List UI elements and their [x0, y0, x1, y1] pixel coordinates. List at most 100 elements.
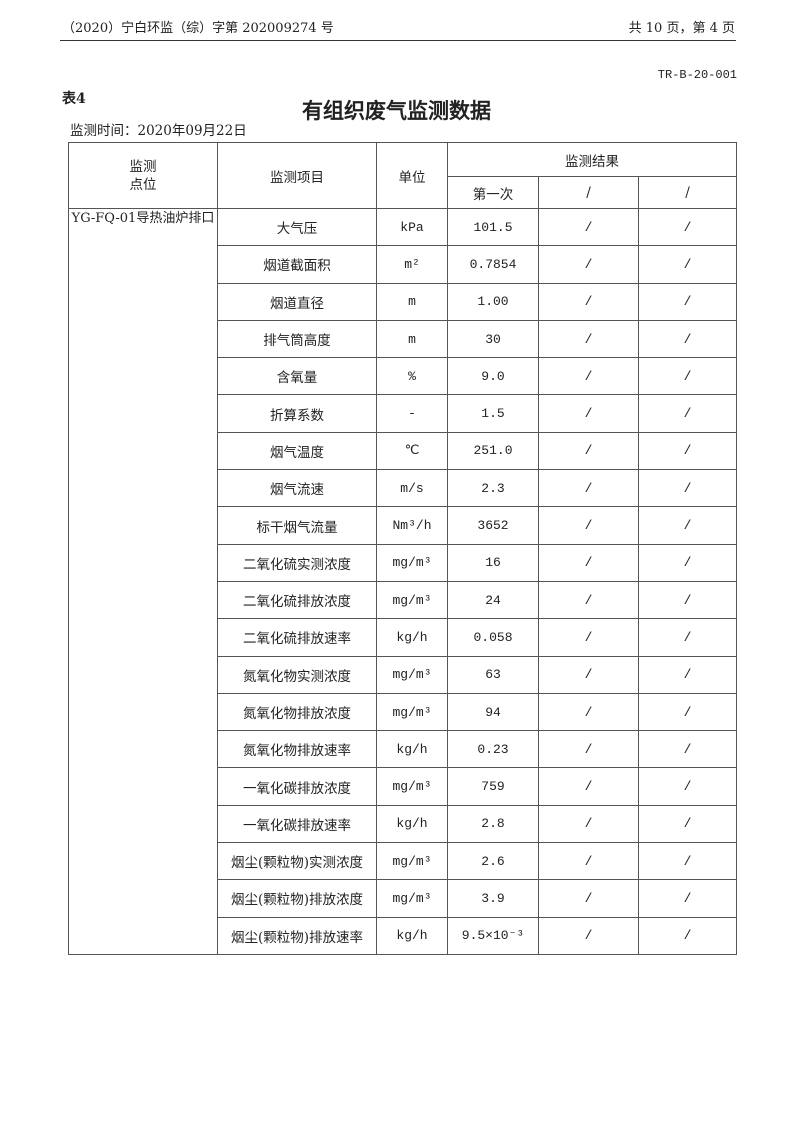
value-cell: 94: [447, 692, 539, 732]
value-cell: /: [538, 319, 639, 359]
value-cell: /: [538, 282, 639, 321]
unit-cell: m²: [376, 245, 448, 284]
value-cell: 1.5: [447, 394, 539, 433]
item-cell: 二氧化硫实测浓度: [217, 543, 377, 582]
value-cell: /: [538, 692, 639, 732]
value-cell: 3.9: [447, 879, 539, 918]
value-cell: /: [538, 767, 639, 806]
unit-cell: mg/m³: [376, 879, 448, 918]
value-cell: /: [638, 431, 737, 471]
table-row: 含氧量% 9.0//: [69, 357, 737, 396]
value-cell: /: [638, 319, 737, 359]
value-cell: /: [638, 767, 737, 806]
unit-cell: mg/m³: [376, 692, 448, 732]
item-cell: 折算系数: [217, 394, 377, 433]
item-cell: 烟尘(颗粒物)实测浓度: [217, 842, 377, 881]
unit-cell: mg/m³: [376, 655, 448, 694]
header-subrow: 第一次 / /: [69, 176, 737, 209]
unit-cell: kg/h: [376, 618, 448, 657]
item-cell: 标干烟气流量: [217, 506, 377, 545]
item-cell: 烟尘(颗粒物)排放浓度: [217, 879, 377, 918]
value-cell: /: [638, 655, 737, 694]
value-cell: /: [538, 916, 639, 955]
table-row: YG-FQ-01导热油炉排口 大气压 kPa 101.5//: [68, 207, 737, 955]
table-row: 二氧化硫排放浓度 mg/m³ 24//: [69, 580, 737, 620]
monitoring-data-table: 监测 点位 监测项目 单位 监测结果 第一次 / / YG-FQ-01导热油炉排…: [68, 142, 737, 955]
unit-cell: Nm³/h: [376, 506, 448, 545]
table-row: 氮氧化物排放速率 kg/h 0.23//: [69, 730, 737, 769]
value-cell: 24: [447, 580, 539, 620]
value-cell: /: [538, 394, 639, 433]
value-cell: 1.00: [447, 282, 539, 321]
item-cell: 烟尘(颗粒物)排放速率: [217, 916, 377, 955]
item-cell: 排气筒高度: [217, 319, 377, 359]
item-cell: 含氧量: [217, 357, 377, 396]
value-cell: /: [538, 730, 639, 769]
value-cell: /: [638, 692, 737, 732]
value-cell: /: [638, 916, 737, 955]
table-row: 烟尘(颗粒物)实测浓度 mg/m³ 2.6//: [69, 842, 737, 881]
header-row: 监测 点位 监测项目 单位 监测结果: [68, 142, 737, 209]
value-cell: 0.23: [447, 730, 539, 769]
value-cell: /: [538, 431, 639, 471]
value-cell: 759: [447, 767, 539, 806]
unit-cell: mg/m³: [376, 767, 448, 806]
unit-cell: kg/h: [376, 804, 448, 844]
value-cell: /: [638, 842, 737, 881]
value-cell: /: [638, 730, 737, 769]
table-row: 一氧化碳排放浓度 mg/m³ 759//: [69, 767, 737, 806]
value-cell: 63: [447, 655, 539, 694]
value-cell: /: [638, 804, 737, 844]
unit-cell: mg/m³: [376, 842, 448, 881]
value-cell: 251.0: [447, 431, 539, 471]
item-cell: 烟道截面积: [217, 245, 377, 284]
value-cell: /: [638, 207, 737, 247]
unit-cell: -: [376, 394, 448, 433]
unit-cell: m: [376, 319, 448, 359]
value-cell: /: [538, 804, 639, 844]
table-row: 烟尘(颗粒物)排放浓度 mg/m³ 3.9//: [69, 879, 737, 918]
item-cell: 氮氧化物排放浓度: [217, 692, 377, 732]
header-result-2: /: [538, 176, 639, 209]
form-code: TR-B-20-001: [657, 68, 737, 82]
document-number: （2020）宁白环监（综）字第 202009274 号: [62, 21, 334, 36]
value-cell: /: [538, 618, 639, 657]
value-cell: /: [538, 543, 639, 582]
value-cell: /: [638, 580, 737, 620]
value-cell: 2.8: [447, 804, 539, 844]
value-cell: /: [538, 842, 639, 881]
header-unit: 单位: [376, 142, 448, 209]
unit-cell: mg/m³: [376, 580, 448, 620]
value-cell: 0.7854: [447, 245, 539, 284]
item-cell: 烟道直径: [217, 282, 377, 321]
value-cell: /: [638, 245, 737, 284]
value-cell: /: [638, 394, 737, 433]
value-cell: /: [638, 618, 737, 657]
header-result-3: /: [638, 176, 737, 209]
value-cell: /: [538, 469, 639, 508]
value-cell: /: [538, 245, 639, 284]
value-cell: 2.3: [447, 469, 539, 508]
table-row: 二氧化硫排放速率 kg/h 0.058//: [69, 618, 737, 657]
table-row: 排气筒高度 m 30//: [69, 319, 737, 359]
table-row: 一氧化碳排放速率 kg/h 2.8//: [69, 804, 737, 844]
unit-cell: kg/h: [376, 730, 448, 769]
value-cell: /: [538, 207, 639, 247]
item-cell: 氮氧化物实测浓度: [217, 655, 377, 694]
value-cell: /: [638, 282, 737, 321]
item-cell: 二氧化硫排放速率: [217, 618, 377, 657]
item-cell: 烟气温度: [217, 431, 377, 471]
table-row: 烟尘(颗粒物)排放速率 kg/h 9.5×10⁻³ / /: [69, 916, 737, 955]
value-cell: /: [638, 469, 737, 508]
value-cell: /: [538, 580, 639, 620]
item-cell: 一氧化碳排放浓度: [217, 767, 377, 806]
table-label: 表4: [62, 91, 86, 107]
value-cell: 101.5: [447, 207, 539, 247]
table-row: 烟道直径 m 1.00//: [69, 282, 737, 321]
value-cell: 30: [447, 319, 539, 359]
value-cell: 2.6: [447, 842, 539, 881]
value-cell: /: [638, 357, 737, 396]
unit-cell: m: [376, 282, 448, 321]
unit-cell: %: [376, 357, 448, 396]
value-cell: 16: [447, 543, 539, 582]
